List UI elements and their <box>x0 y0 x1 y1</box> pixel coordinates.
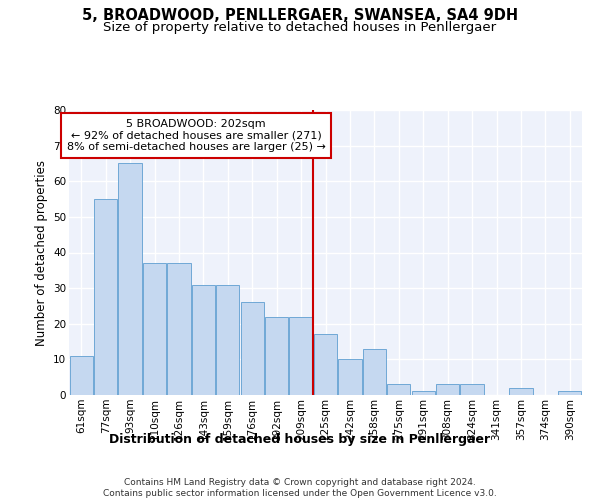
Bar <box>412 392 435 395</box>
Text: 5, BROADWOOD, PENLLERGAER, SWANSEA, SA4 9DH: 5, BROADWOOD, PENLLERGAER, SWANSEA, SA4 … <box>82 8 518 22</box>
Bar <box>167 263 191 395</box>
Bar <box>94 199 117 395</box>
Bar <box>118 164 142 395</box>
Bar <box>436 384 459 395</box>
Text: 5 BROADWOOD: 202sqm
← 92% of detached houses are smaller (271)
8% of semi-detach: 5 BROADWOOD: 202sqm ← 92% of detached ho… <box>67 119 325 152</box>
Bar <box>216 284 239 395</box>
Bar <box>363 348 386 395</box>
Bar <box>143 263 166 395</box>
Bar <box>70 356 93 395</box>
Bar <box>241 302 264 395</box>
Bar <box>338 360 362 395</box>
Bar <box>558 392 581 395</box>
Bar <box>387 384 410 395</box>
Text: Size of property relative to detached houses in Penllergaer: Size of property relative to detached ho… <box>103 22 497 35</box>
Bar <box>265 316 288 395</box>
Y-axis label: Number of detached properties: Number of detached properties <box>35 160 47 346</box>
Bar <box>509 388 533 395</box>
Bar <box>192 284 215 395</box>
Bar <box>314 334 337 395</box>
Text: Contains HM Land Registry data © Crown copyright and database right 2024.
Contai: Contains HM Land Registry data © Crown c… <box>103 478 497 498</box>
Bar <box>460 384 484 395</box>
Text: Distribution of detached houses by size in Penllergaer: Distribution of detached houses by size … <box>109 432 491 446</box>
Bar <box>289 316 313 395</box>
